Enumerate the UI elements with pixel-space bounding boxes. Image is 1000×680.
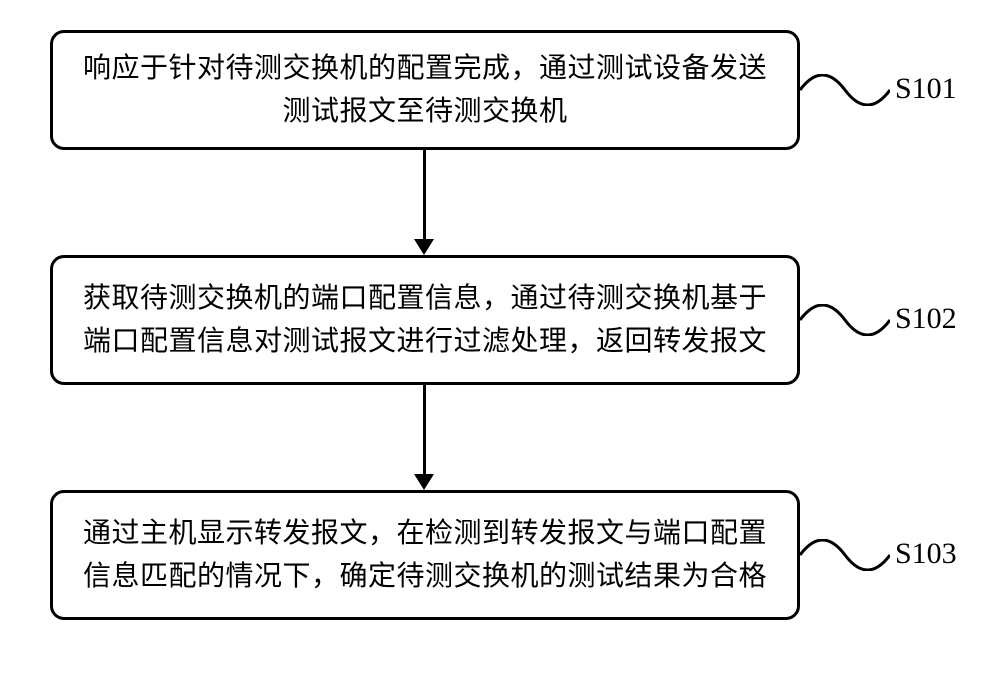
flow-node-1-text: 响应于针对待测交换机的配置完成，通过测试设备发送 测试报文至待测交换机 — [71, 47, 779, 134]
flow-node-2-text: 获取待测交换机的端口配置信息，通过待测交换机基于 端口配置信息对测试报文进行过滤… — [71, 277, 779, 364]
arrow-1-2-line — [423, 150, 426, 239]
flow-node-3-text: 通过主机显示转发报文，在检测到转发报文与端口配置 信息匹配的情况下，确定待测交换… — [71, 512, 779, 599]
connector-tilde-1 — [800, 74, 890, 106]
step-label-3: S103 — [895, 537, 957, 571]
arrow-2-3-line — [423, 385, 426, 474]
arrow-2-3-head — [414, 474, 434, 490]
step-label-1: S101 — [895, 72, 957, 106]
step-label-2: S102 — [895, 302, 957, 336]
flow-node-3: 通过主机显示转发报文，在检测到转发报文与端口配置 信息匹配的情况下，确定待测交换… — [50, 490, 800, 620]
arrow-1-2-head — [414, 239, 434, 255]
flow-node-2: 获取待测交换机的端口配置信息，通过待测交换机基于 端口配置信息对测试报文进行过滤… — [50, 255, 800, 385]
flowchart-canvas: 响应于针对待测交换机的配置完成，通过测试设备发送 测试报文至待测交换机 S101… — [0, 0, 1000, 680]
flow-node-1: 响应于针对待测交换机的配置完成，通过测试设备发送 测试报文至待测交换机 — [50, 30, 800, 150]
connector-tilde-2 — [800, 304, 890, 336]
connector-tilde-3 — [800, 539, 890, 571]
